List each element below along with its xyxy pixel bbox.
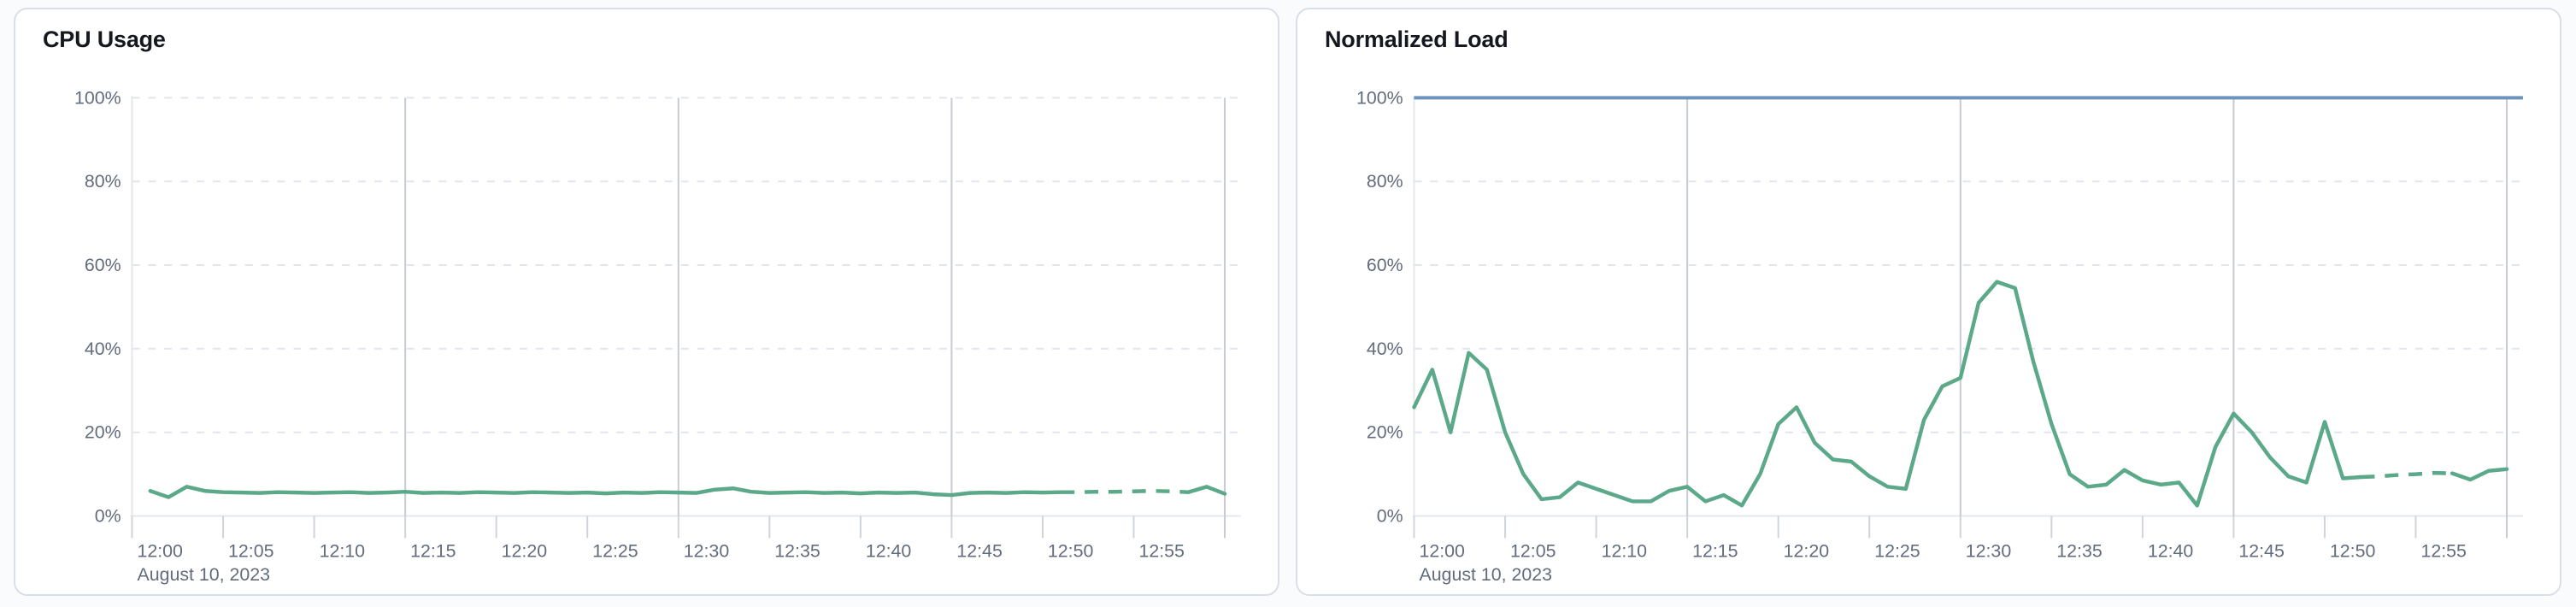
x-axis-date-label: August 10, 2023 — [1419, 564, 1552, 585]
cpu-usage-title: CPU Usage — [43, 27, 166, 52]
x-tick-label: 12:10 — [1602, 540, 1648, 561]
y-tick-label: 40% — [85, 339, 121, 359]
normalized-load-card: Normalized Load 12:00 12:05 12:10 12:15 12:2… — [1296, 8, 2561, 596]
cpu-usage-chart[interactable]: 12:00 12:05 12:10 12:15 12:20 12:25 12:30 12:35… — [15, 9, 1278, 594]
y-tick-label: 40% — [1367, 339, 1403, 359]
x-tick-label: 12:55 — [1138, 540, 1184, 561]
normalized-load-line — [1412, 280, 2363, 508]
normalized-load-plot[interactable]: 12:00 12:05 12:10 12:15 12:20 12:25 12:30 12:35… — [1297, 9, 2560, 594]
x-axis-date-label: August 10, 2023 — [137, 564, 270, 585]
x-tick-label: 12:20 — [502, 540, 548, 561]
normalized-load-title: Normalized Load — [1325, 27, 1509, 52]
x-tick-label: 12:25 — [592, 540, 638, 561]
x-tick-label: 12:55 — [2420, 540, 2466, 561]
x-tick-label: 12:50 — [1048, 540, 1094, 561]
y-tick-label: 100% — [74, 87, 121, 108]
x-tick-label: 12:00 — [137, 540, 183, 561]
x-tick-label: 12:40 — [2148, 540, 2194, 561]
y-tick-label: 60% — [1367, 255, 1403, 275]
x-axis-labels: 12:00 12:05 12:10 12:15 12:20 12:25 12:30 12:35… — [131, 516, 1185, 585]
x-tick-label: 12:10 — [320, 540, 366, 561]
y-tick-label: 100% — [1356, 87, 1403, 108]
x-tick-label: 12:45 — [956, 540, 1002, 561]
normalized-load-line — [2450, 467, 2509, 482]
x-tick-label: 12:30 — [684, 540, 730, 561]
x-tick-label: 12:15 — [410, 540, 456, 561]
y-tick-label: 0% — [1377, 505, 1403, 526]
x-tick-label: 12:45 — [2238, 540, 2284, 561]
cpu-usage-line — [1186, 485, 1227, 496]
y-axis-labels: 0% 20% 40% 60% 80% 100% — [74, 87, 121, 526]
x-tick-label: 12:05 — [1510, 540, 1556, 561]
cpu-usage-line-dashed — [1061, 488, 1189, 494]
cpu-usage-line — [148, 485, 1063, 499]
normalized-load-line-dashed — [2361, 470, 2453, 480]
x-tick-label: 12:05 — [228, 540, 273, 561]
y-axis-labels: 0% 20% 40% 60% 80% 100% — [1356, 87, 1403, 526]
y-tick-label: 20% — [85, 422, 121, 443]
y-tick-label: 80% — [85, 171, 121, 192]
cpu-usage-card: CPU Usage 12:00 12:05 12:10 12:15 12:20 12:25… — [14, 8, 1279, 596]
y-tick-label: 80% — [1367, 171, 1403, 192]
x-tick-label: 12:25 — [1874, 540, 1920, 561]
y-tick-label: 20% — [1367, 422, 1403, 443]
x-tick-label: 12:50 — [2330, 540, 2376, 561]
y-tick-label: 0% — [95, 505, 121, 526]
x-tick-label: 12:35 — [2056, 540, 2102, 561]
normalized-load-chart[interactable]: 12:00 12:05 12:10 12:15 12:20 12:25 12:30 12:35… — [1297, 9, 2560, 594]
x-tick-label: 12:40 — [866, 540, 912, 561]
cpu-usage-plot[interactable]: 12:00 12:05 12:10 12:15 12:20 12:25 12:30 12:35… — [15, 9, 1278, 594]
y-tick-label: 60% — [85, 255, 121, 275]
x-tick-label: 12:30 — [1966, 540, 2012, 561]
x-axis-labels: 12:00 12:05 12:10 12:15 12:20 12:25 12:30 12:35… — [1413, 516, 2467, 585]
x-tick-label: 12:15 — [1692, 540, 1738, 561]
x-tick-label: 12:00 — [1419, 540, 1465, 561]
x-tick-label: 12:20 — [1784, 540, 1830, 561]
x-tick-label: 12:35 — [774, 540, 820, 561]
